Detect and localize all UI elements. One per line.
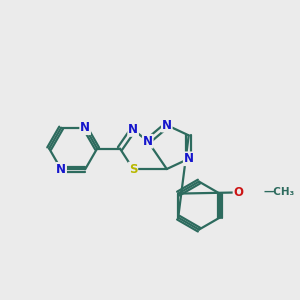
Text: N: N [162, 118, 172, 132]
Text: N: N [184, 152, 194, 165]
Text: N: N [56, 163, 66, 176]
Text: S: S [129, 163, 137, 176]
Text: —CH₃: —CH₃ [263, 188, 295, 197]
Text: O: O [233, 186, 244, 199]
Text: N: N [80, 121, 90, 134]
Text: N: N [143, 135, 153, 148]
Text: N: N [128, 123, 138, 136]
